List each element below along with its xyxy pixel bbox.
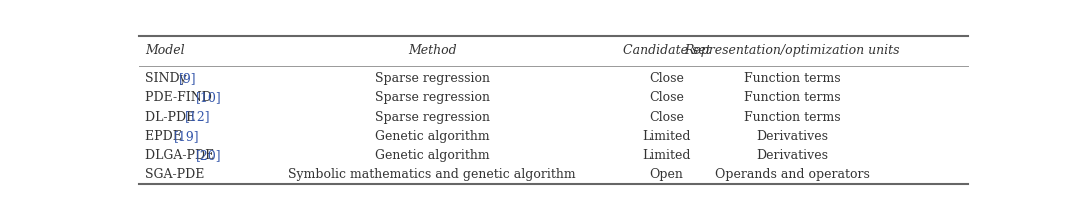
Text: Genetic algorithm: Genetic algorithm xyxy=(375,130,489,143)
Text: [19]: [19] xyxy=(174,130,199,143)
Text: SGA-PDE: SGA-PDE xyxy=(145,168,204,181)
Text: Sparse regression: Sparse regression xyxy=(375,91,489,104)
Text: EPDE: EPDE xyxy=(145,130,186,143)
Text: Model: Model xyxy=(145,44,185,57)
Text: Method: Method xyxy=(408,44,457,57)
Text: Sparse regression: Sparse regression xyxy=(375,72,489,85)
Text: [20]: [20] xyxy=(197,149,221,162)
Text: Close: Close xyxy=(649,72,684,85)
Text: Function terms: Function terms xyxy=(744,72,840,85)
Text: Representation/optimization units: Representation/optimization units xyxy=(685,44,900,57)
Text: Derivatives: Derivatives xyxy=(756,149,828,162)
Text: [12]: [12] xyxy=(185,111,211,124)
Text: Close: Close xyxy=(649,111,684,124)
Text: Operands and operators: Operands and operators xyxy=(715,168,869,181)
Text: DLGA-PDE: DLGA-PDE xyxy=(145,149,218,162)
Text: Sparse regression: Sparse regression xyxy=(375,111,489,124)
Text: [9]: [9] xyxy=(179,72,197,85)
Text: Genetic algorithm: Genetic algorithm xyxy=(375,149,489,162)
Text: Derivatives: Derivatives xyxy=(756,130,828,143)
Text: PDE-FIND: PDE-FIND xyxy=(145,91,216,104)
Text: Function terms: Function terms xyxy=(744,91,840,104)
Text: Function terms: Function terms xyxy=(744,111,840,124)
Text: Candidate set: Candidate set xyxy=(622,44,711,57)
Text: Open: Open xyxy=(649,168,684,181)
Text: Close: Close xyxy=(649,91,684,104)
Text: SINDy: SINDy xyxy=(145,72,191,85)
Text: Limited: Limited xyxy=(643,149,691,162)
Text: [10]: [10] xyxy=(197,91,222,104)
Text: Limited: Limited xyxy=(643,130,691,143)
Text: Symbolic mathematics and genetic algorithm: Symbolic mathematics and genetic algorit… xyxy=(288,168,576,181)
Text: DL-PDE: DL-PDE xyxy=(145,111,200,124)
